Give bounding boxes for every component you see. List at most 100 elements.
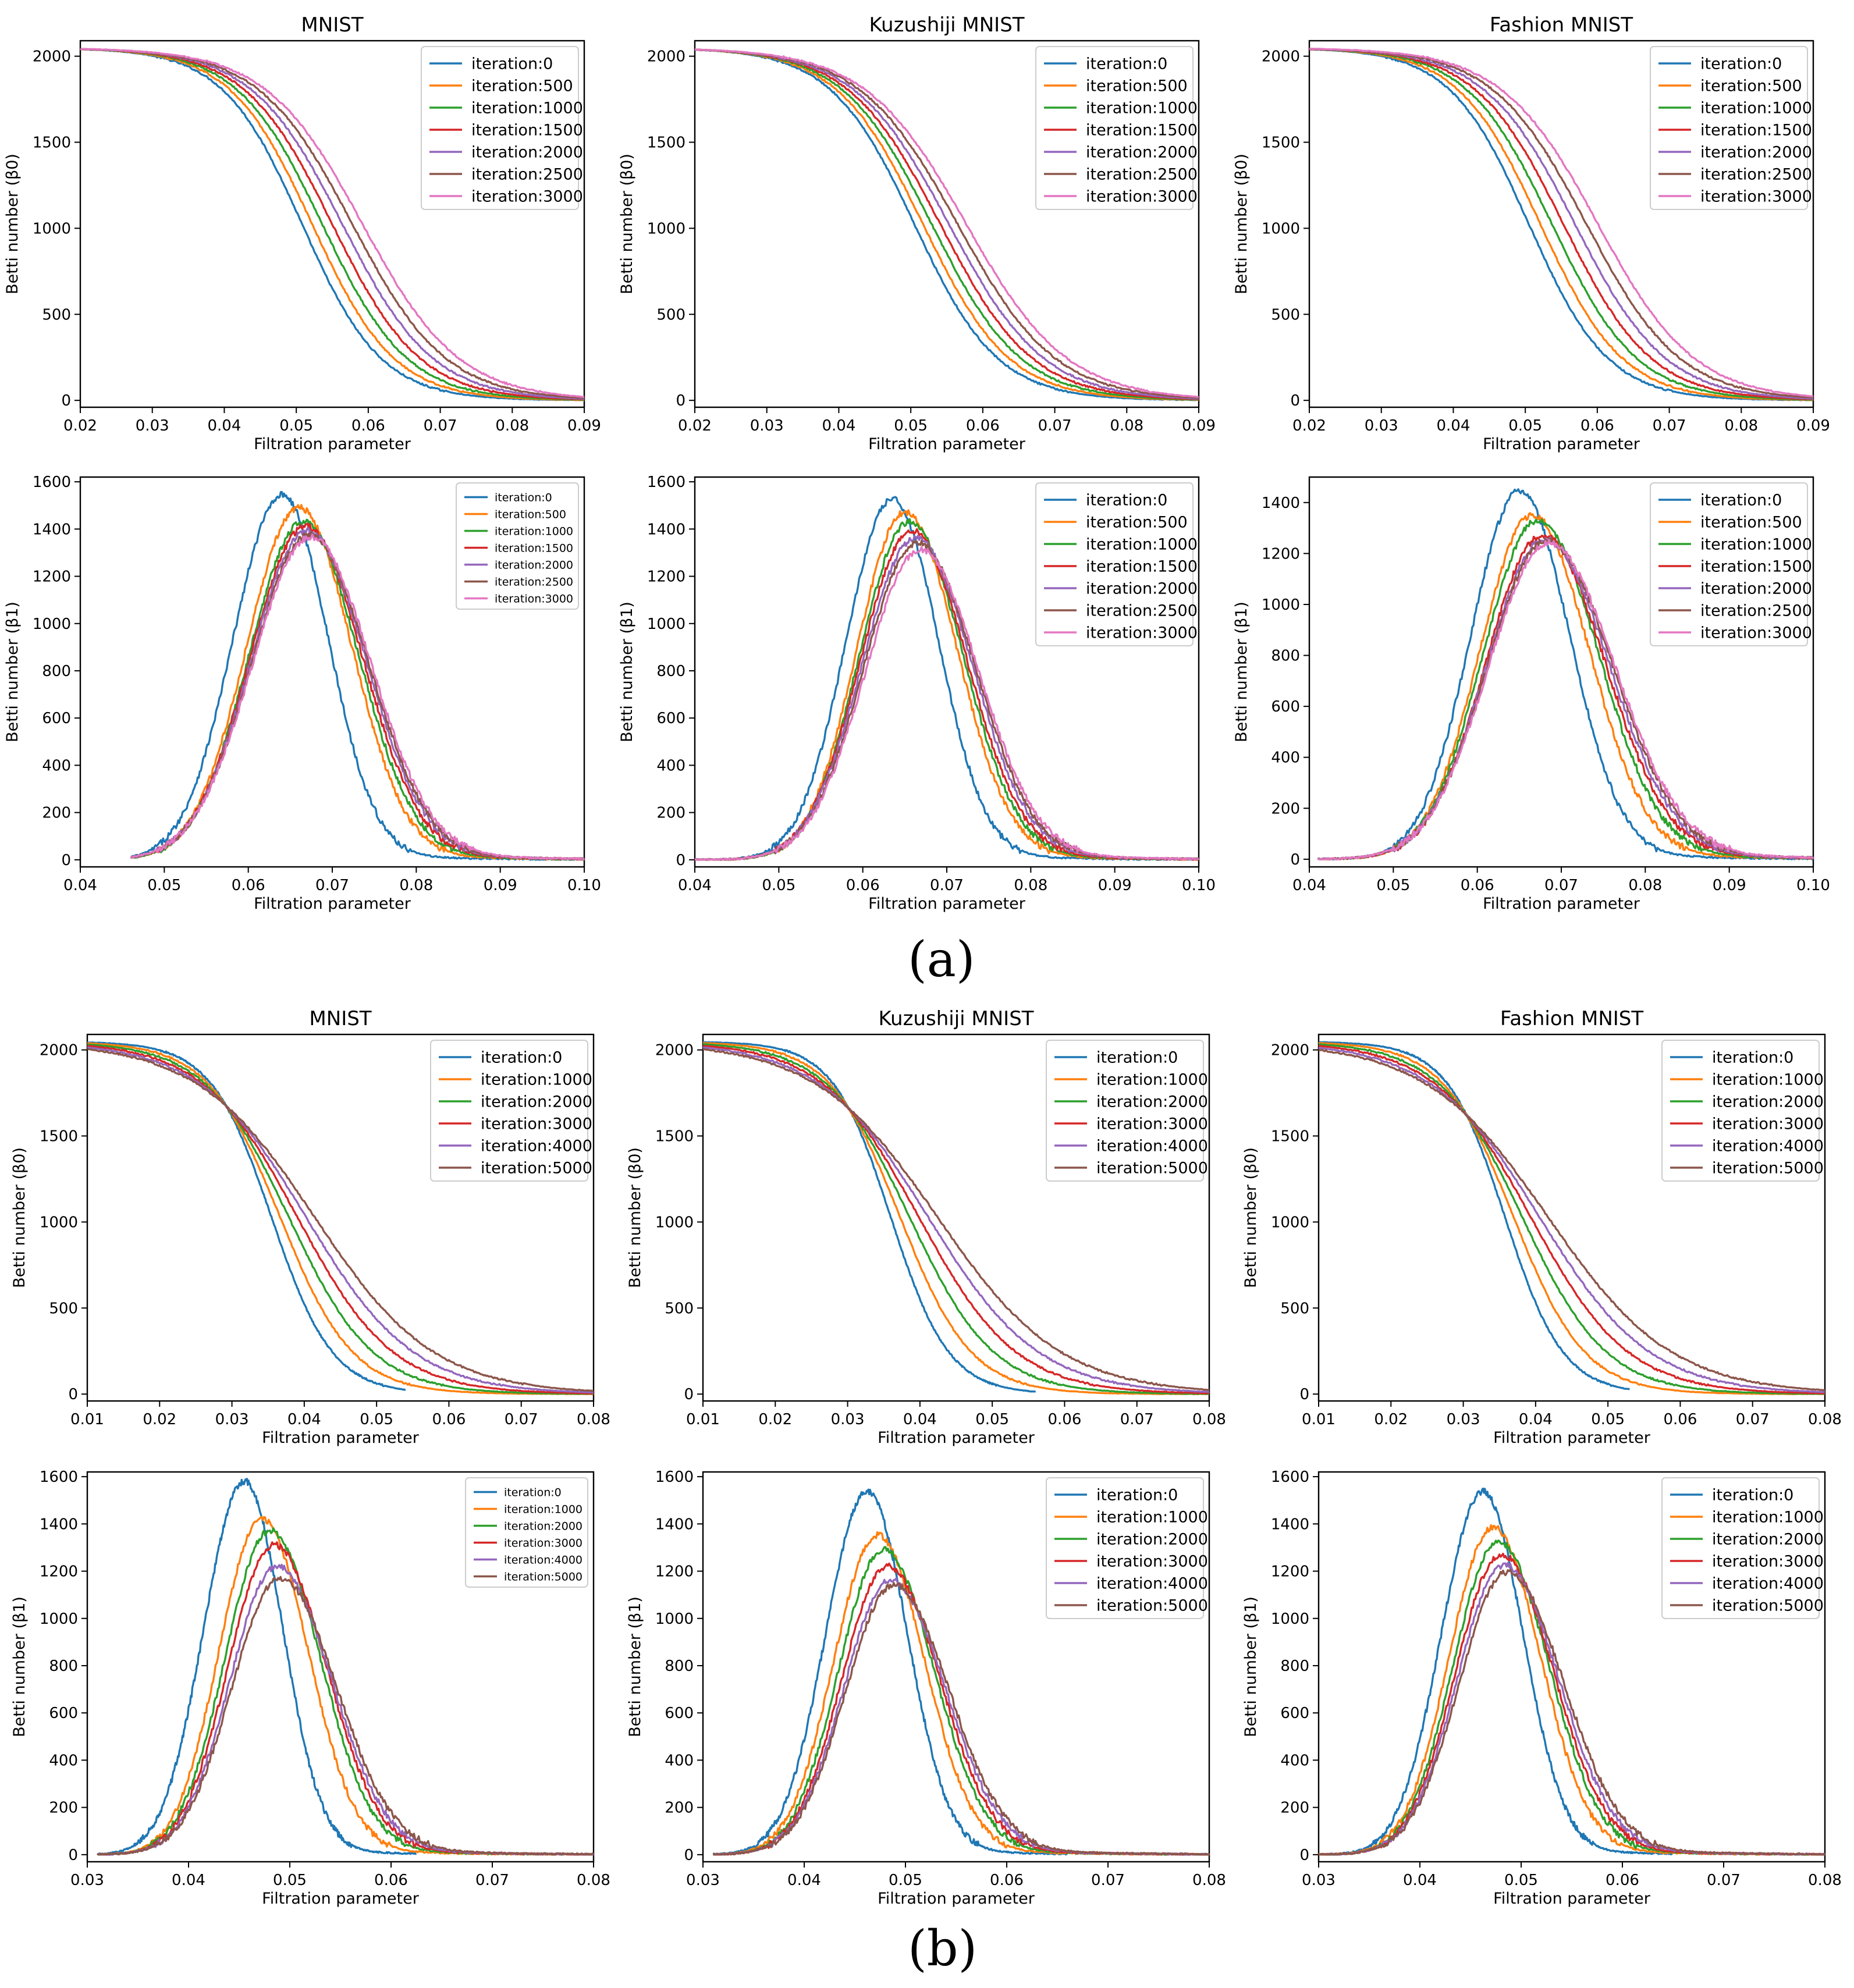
panel-label-a: (a)	[908, 931, 975, 988]
y-tick-label: 1200	[647, 568, 686, 586]
x-tick-label: 0.06	[846, 877, 880, 894]
x-tick-label: 0.04	[287, 1411, 321, 1428]
legend-entry-label: iteration:2000	[504, 1520, 583, 1532]
x-tick-label: 0.03	[1302, 1872, 1336, 1889]
y-tick-label: 1500	[647, 134, 686, 152]
x-tick-label: 0.04	[822, 417, 855, 435]
y-tick-label: 600	[665, 1705, 694, 1722]
chart-8: Kuzushiji MNIST 0.01 0.02 0.03 0.04 0.05 0.06 0…	[626, 1007, 1226, 1447]
legend-entry-label: iteration:0	[1712, 1049, 1793, 1067]
legend: iteration:0 iteration:500 iteration:1000 it…	[1035, 46, 1198, 210]
x-tick-label: 0.07	[1091, 1872, 1125, 1889]
x-axis-label: Filtration parameter	[1483, 435, 1640, 453]
legend-entry-label: iteration:2000	[1086, 144, 1198, 162]
chart-4: 0.04 0.05 0.06 0.07 0.08 0.09 0.10 0 200 400 600 80…	[3, 474, 601, 913]
legend: iteration:0 iteration:1000 iteration:2000 i…	[1046, 1477, 1208, 1619]
y-tick-label: 0	[1299, 1386, 1309, 1403]
chart-11: 0.03 0.04 0.05 0.06 0.07 0.08 0 200 400 600 800 100…	[626, 1468, 1226, 1908]
y-tick-label: 400	[1280, 1752, 1309, 1769]
x-tick-label: 0.06	[990, 1872, 1024, 1889]
legend: iteration:0 iteration:500 iteration:1000 it…	[456, 482, 579, 610]
x-axis-label: Filtration parameter	[878, 1429, 1035, 1447]
y-tick-label: 1200	[33, 568, 71, 586]
y-tick-label: 1200	[40, 1563, 78, 1581]
x-tick-label: 0.09	[567, 417, 601, 435]
x-tick-label: 0.05	[1504, 1872, 1538, 1889]
series-line-iteration-3000	[80, 48, 585, 398]
y-tick-label: 500	[1280, 1300, 1309, 1317]
x-axis-label: Filtration parameter	[254, 435, 411, 453]
series-line-iteration-1000	[87, 1042, 594, 1396]
y-tick-label: 1500	[1262, 134, 1300, 152]
y-axis-label: Betti number (β1)	[3, 602, 22, 742]
legend-entry-label: iteration:2000	[471, 144, 583, 162]
legend: iteration:0 iteration:500 iteration:1000 it…	[1650, 482, 1812, 646]
x-tick-label: 0.06	[1047, 1411, 1081, 1428]
x-tick-label: 0.08	[1628, 877, 1662, 894]
legend-entry-label: iteration:1000	[481, 1071, 592, 1089]
legend-entry-label: iteration:1500	[1700, 558, 1812, 576]
legend-entry-label: iteration:3000	[1086, 624, 1198, 642]
series-line-iteration-3000	[702, 1044, 1210, 1395]
x-tick-label: 0.05	[147, 877, 181, 894]
legend: iteration:0 iteration:500 iteration:1000 it…	[1035, 482, 1198, 646]
panel-label-b: (b)	[908, 1920, 978, 1977]
y-tick-label: 1400	[1271, 1516, 1309, 1533]
legend-entry-label: iteration:500	[1700, 77, 1802, 95]
x-tick-label: 0.07	[930, 877, 964, 894]
legend-entry-label: iteration:2500	[1086, 166, 1198, 184]
legend-entry-label: iteration:3000	[1096, 1553, 1208, 1571]
x-tick-label: 0.06	[232, 877, 265, 894]
y-tick-label: 600	[1280, 1705, 1309, 1722]
legend-entry-label: iteration:4000	[1712, 1137, 1824, 1155]
chart-5: 0.04 0.05 0.06 0.07 0.08 0.09 0.10 0 200 400 600 80…	[618, 474, 1216, 913]
y-tick-label: 2000	[33, 48, 71, 66]
y-tick-label: 600	[656, 710, 686, 727]
x-tick-label: 0.03	[70, 1872, 104, 1889]
legend-entry-label: iteration:4000	[1712, 1575, 1824, 1593]
x-axis-label: Filtration parameter	[868, 435, 1026, 453]
y-tick-label: 500	[656, 306, 686, 323]
legend-entry-label: iteration:2500	[1700, 166, 1812, 184]
x-tick-label: 0.01	[70, 1411, 104, 1428]
series-line-iteration-0	[96, 1478, 417, 1856]
x-tick-label: 0.05	[975, 1411, 1009, 1428]
legend-entry-label: iteration:4000	[1096, 1137, 1208, 1155]
y-tick-label: 1400	[647, 521, 686, 538]
series-line-iteration-0	[702, 1041, 1036, 1393]
x-tick-label: 0.03	[831, 1411, 865, 1428]
y-axis-label: Betti number (β1)	[1233, 602, 1251, 742]
x-tick-label: 0.07	[424, 417, 457, 435]
y-tick-label: 1000	[40, 1214, 78, 1231]
legend-entry-label: iteration:0	[1096, 1049, 1178, 1067]
legend-entry-label: iteration:2000	[1096, 1093, 1208, 1111]
legend-entry-label: iteration:5000	[504, 1570, 583, 1583]
y-tick-label: 1000	[647, 616, 686, 633]
series-line-iteration-0	[713, 1488, 1068, 1856]
y-axis-label: Betti number (β0)	[1242, 1147, 1260, 1288]
x-tick-label: 0.08	[1014, 877, 1047, 894]
x-tick-label: 0.03	[136, 417, 169, 435]
series-line-iteration-2000	[1318, 1043, 1825, 1395]
x-tick-label: 0.04	[903, 1411, 937, 1428]
y-tick-label: 0	[1290, 392, 1300, 410]
legend-entry-label: iteration:1000	[1712, 1509, 1824, 1527]
legend-entry-label: iteration:0	[1700, 55, 1782, 73]
x-tick-label: 0.02	[1374, 1411, 1408, 1428]
y-tick-label: 0	[61, 852, 71, 869]
legend: iteration:0 iteration:1000 iteration:2000 i…	[1661, 1040, 1824, 1182]
x-tick-label: 0.07	[1653, 417, 1686, 435]
y-tick-label: 200	[1271, 800, 1300, 817]
legend-entry-label: iteration:4000	[504, 1553, 583, 1566]
y-tick-label: 2000	[1262, 48, 1300, 66]
y-axis-label: Betti number (β0)	[10, 1147, 29, 1288]
y-tick-label: 800	[49, 1658, 78, 1675]
x-tick-label: 0.04	[1403, 1872, 1437, 1889]
legend-entry-label: iteration:5000	[1712, 1597, 1824, 1615]
x-tick-label: 0.03	[1447, 1411, 1480, 1428]
y-tick-label: 1000	[33, 220, 71, 237]
y-tick-label: 200	[1280, 1799, 1309, 1817]
legend-entry-label: iteration:2000	[1086, 580, 1198, 598]
y-tick-label: 0	[684, 1386, 694, 1403]
legend: iteration:0 iteration:1000 iteration:2000 i…	[1046, 1040, 1208, 1182]
